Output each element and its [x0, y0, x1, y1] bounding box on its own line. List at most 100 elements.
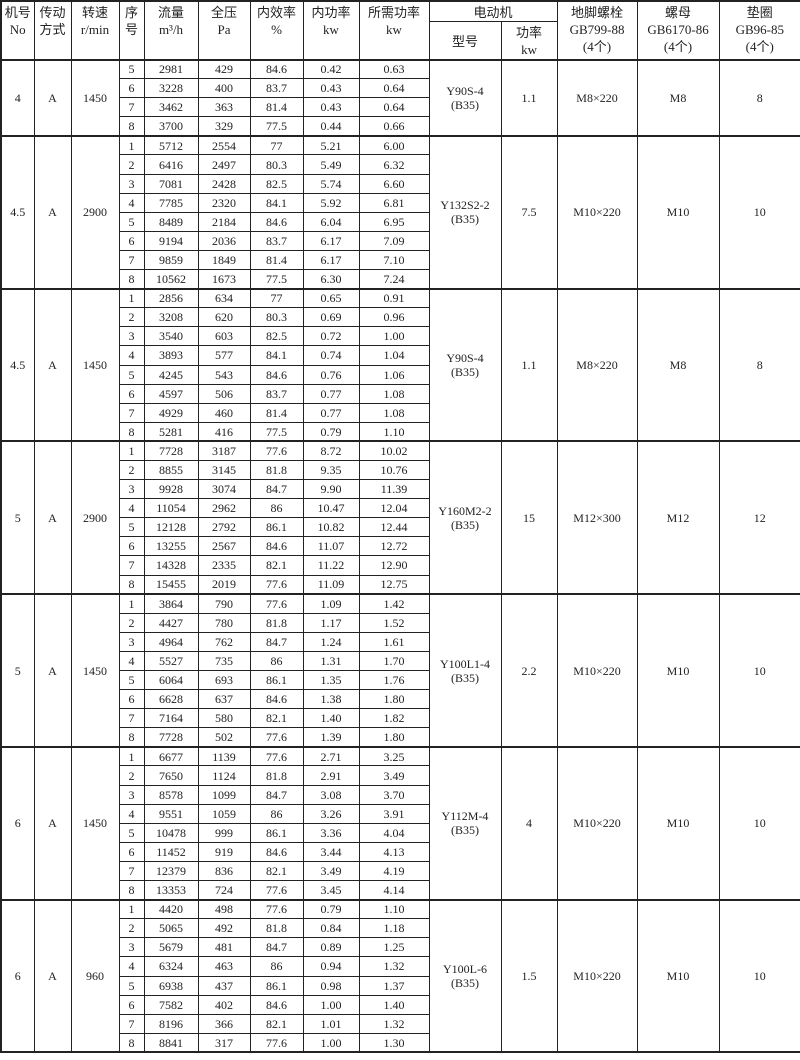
motor-model-mount: (B35): [451, 517, 479, 532]
cell-pressure: 502: [197, 727, 251, 748]
cell-seq: 7: [118, 249, 145, 271]
cell-washer: 10: [718, 134, 800, 290]
cell-flow: 6938: [143, 975, 199, 996]
cell-seq: 8: [118, 727, 145, 748]
cell-seq: 7: [118, 97, 145, 118]
cell-drive: A: [33, 593, 72, 748]
table-row: 8 15455 2019 77.6 11.09 12.75: [1, 574, 800, 595]
cell-pressure: 543: [197, 364, 251, 385]
table-row: 3 3540 603 82.5 0.72 1.00: [1, 326, 800, 347]
cell-inner-power: 1.35: [302, 669, 360, 691]
table-row: 5 6938 437 86.1 0.98 1.37: [1, 975, 800, 996]
table-row: 4 7785 2320 84.1 5.92 6.81: [1, 192, 800, 213]
cell-pressure: 2036: [197, 230, 251, 251]
cell-nut: M12: [636, 440, 720, 595]
cell-efficiency: 86.1: [249, 517, 304, 538]
cell-flow: 3462: [143, 97, 199, 118]
cell-required-power: 0.96: [358, 307, 430, 328]
cell-efficiency: 81.8: [249, 459, 304, 481]
cell-seq: 1: [118, 593, 145, 614]
cell-required-power: 1.52: [358, 612, 430, 633]
cell-flow: 10478: [143, 822, 199, 843]
cell-required-power: 1.30: [358, 1032, 430, 1053]
cell-washer: 8: [718, 58, 800, 137]
cell-seq: 4: [118, 650, 145, 672]
cell-bolt: M10×220: [556, 745, 638, 901]
cell-seq: 6: [118, 689, 145, 710]
cell-required-power: 11.39: [358, 479, 430, 500]
cell-washer: 10: [718, 745, 800, 901]
cell-pressure: 329: [197, 116, 251, 137]
table-row: 5 A 1450 1 3864 790 77.6 1.09 1.42 Y100L1-4 (B35) 2…: [0, 593, 800, 748]
cell-inner-power: 3.49: [302, 860, 360, 882]
cell-inner-power: 0.72: [302, 326, 360, 347]
motor-model-mount: (B35): [451, 97, 479, 112]
cell-efficiency: 84.7: [249, 631, 304, 652]
cell-seq: 3: [118, 326, 145, 347]
table-row: 2 8855 3145 81.8 9.35 10.76: [1, 459, 800, 481]
cell-efficiency: 81.4: [249, 249, 304, 271]
cell-required-power: 1.00: [358, 326, 430, 347]
cell-inner-power: 0.89: [302, 937, 360, 958]
cell-seq: 2: [118, 612, 145, 633]
cell-required-power: 7.24: [358, 269, 430, 290]
cell-inner-power: 6.17: [302, 230, 360, 251]
header-pressure: 全压 Pa: [197, 0, 251, 60]
cell-seq: 4: [118, 803, 145, 824]
cell-seq: 3: [118, 631, 145, 652]
cell-flow: 7081: [143, 173, 199, 194]
cell-required-power: 4.04: [358, 822, 430, 843]
cell-required-power: 6.81: [358, 192, 430, 213]
header-seq: 序号: [118, 0, 145, 60]
cell-flow: 4597: [143, 383, 199, 404]
cell-flow: 7728: [143, 727, 199, 748]
cell-efficiency: 84.6: [249, 841, 304, 862]
cell-required-power: 1.37: [358, 975, 430, 996]
cell-efficiency: 82.1: [249, 555, 304, 576]
cell-pressure: 2428: [197, 173, 251, 194]
cell-seq: 6: [118, 230, 145, 251]
cell-pressure: 463: [197, 956, 251, 977]
cell-pressure: 3187: [197, 440, 251, 461]
cell-inner-power: 3.36: [302, 822, 360, 843]
cell-pressure: 1849: [197, 249, 251, 271]
cell-drive: A: [33, 745, 72, 901]
cell-flow: 6324: [143, 956, 199, 977]
cell-seq: 8: [118, 574, 145, 595]
cell-pressure: 400: [197, 78, 251, 99]
cell-efficiency: 86: [249, 956, 304, 977]
cell-required-power: 1.70: [358, 650, 430, 672]
cell-pressure: 2962: [197, 498, 251, 519]
cell-required-power: 1.10: [358, 898, 430, 920]
cell-flow: 8841: [143, 1032, 199, 1053]
cell-seq: 4: [118, 192, 145, 213]
cell-flow: 5712: [143, 134, 199, 156]
table-row: 7 12379 836 82.1 3.49 4.19: [1, 860, 800, 882]
cell-pressure: 577: [197, 345, 251, 366]
cell-efficiency: 77.6: [249, 574, 304, 595]
cell-inner-power: 5.92: [302, 192, 360, 213]
cell-efficiency: 84.6: [249, 536, 304, 557]
table-row: 7 7164 580 82.1 1.40 1.82: [1, 708, 800, 729]
cell-pressure: 437: [197, 975, 251, 996]
table-row: 6 9194 2036 83.7 6.17 7.09: [1, 230, 800, 251]
cell-motor-model: Y100L-6 (B35): [428, 898, 502, 1053]
cell-flow: 6677: [143, 745, 199, 767]
motor-model-mount: (B35): [451, 823, 479, 838]
cell-seq: 3: [118, 937, 145, 958]
motor-model-name: Y100L-6: [443, 962, 487, 976]
cell-efficiency: 80.3: [249, 154, 304, 175]
cell-flow: 3700: [143, 116, 199, 137]
cell-pressure: 317: [197, 1032, 251, 1053]
table-row: 7 8196 366 82.1 1.01 1.32: [1, 1013, 800, 1034]
cell-pressure: 762: [197, 631, 251, 652]
cell-no: 4.5: [0, 287, 35, 442]
cell-flow: 6628: [143, 689, 199, 710]
cell-required-power: 1.06: [358, 364, 430, 385]
cell-inner-power: 0.44: [302, 116, 360, 137]
cell-inner-power: 1.24: [302, 631, 360, 652]
header-required-power: 所需功率 kw: [358, 0, 430, 60]
cell-flow: 8196: [143, 1013, 199, 1034]
motor-model-name: Y160M2-2: [438, 503, 492, 518]
cell-no: 4: [0, 58, 35, 137]
